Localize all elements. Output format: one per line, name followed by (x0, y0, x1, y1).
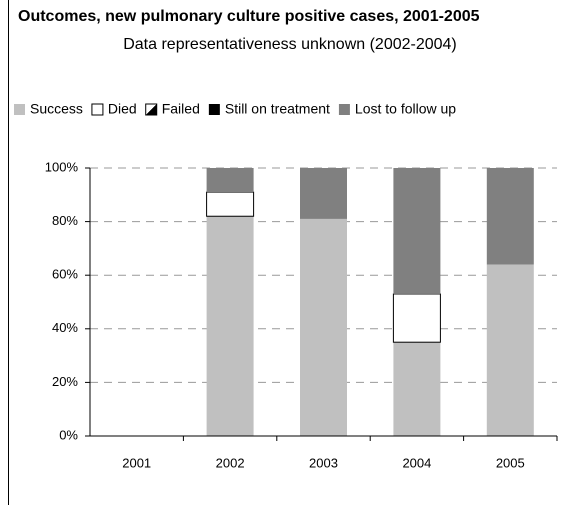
y-tick-label: 40% (52, 320, 78, 335)
y-tick-label: 100% (45, 159, 79, 174)
y-tick-label: 80% (52, 213, 78, 228)
y-tick-label: 60% (52, 267, 78, 282)
legend-swatch (14, 104, 25, 115)
bar-segment (486, 264, 534, 436)
x-tick-label: 2005 (496, 455, 525, 470)
bar-segment (486, 168, 534, 265)
bar-segment (206, 191, 255, 217)
bar-segment (300, 218, 347, 436)
legend-label: Success (30, 101, 83, 117)
x-tick-label: 2001 (122, 455, 151, 470)
bar-segment (392, 293, 441, 343)
chart-title: Outcomes, new pulmonary culture positive… (18, 8, 480, 25)
y-tick-label: 0% (59, 427, 78, 442)
legend-swatch (91, 103, 104, 116)
legend-label: Still on treatment (225, 101, 330, 117)
legend-label: Died (108, 101, 137, 117)
bar-segment (393, 342, 441, 436)
x-tick-label: 2003 (309, 455, 338, 470)
bar-segment (393, 168, 441, 294)
bar-segment (206, 216, 254, 436)
legend-swatch (145, 103, 158, 116)
bar-segment (300, 168, 347, 219)
x-tick-label: 2002 (216, 455, 245, 470)
legend-swatch (338, 104, 350, 115)
legend-swatch (208, 104, 220, 115)
bar-segment (206, 168, 254, 193)
legend-label: Lost to follow up (355, 101, 456, 117)
legend-label: Failed (162, 101, 200, 117)
y-tick-label: 20% (52, 374, 78, 389)
chart-subtitle: Data representativeness unknown (2002-20… (123, 36, 457, 53)
x-tick-label: 2004 (402, 455, 431, 470)
